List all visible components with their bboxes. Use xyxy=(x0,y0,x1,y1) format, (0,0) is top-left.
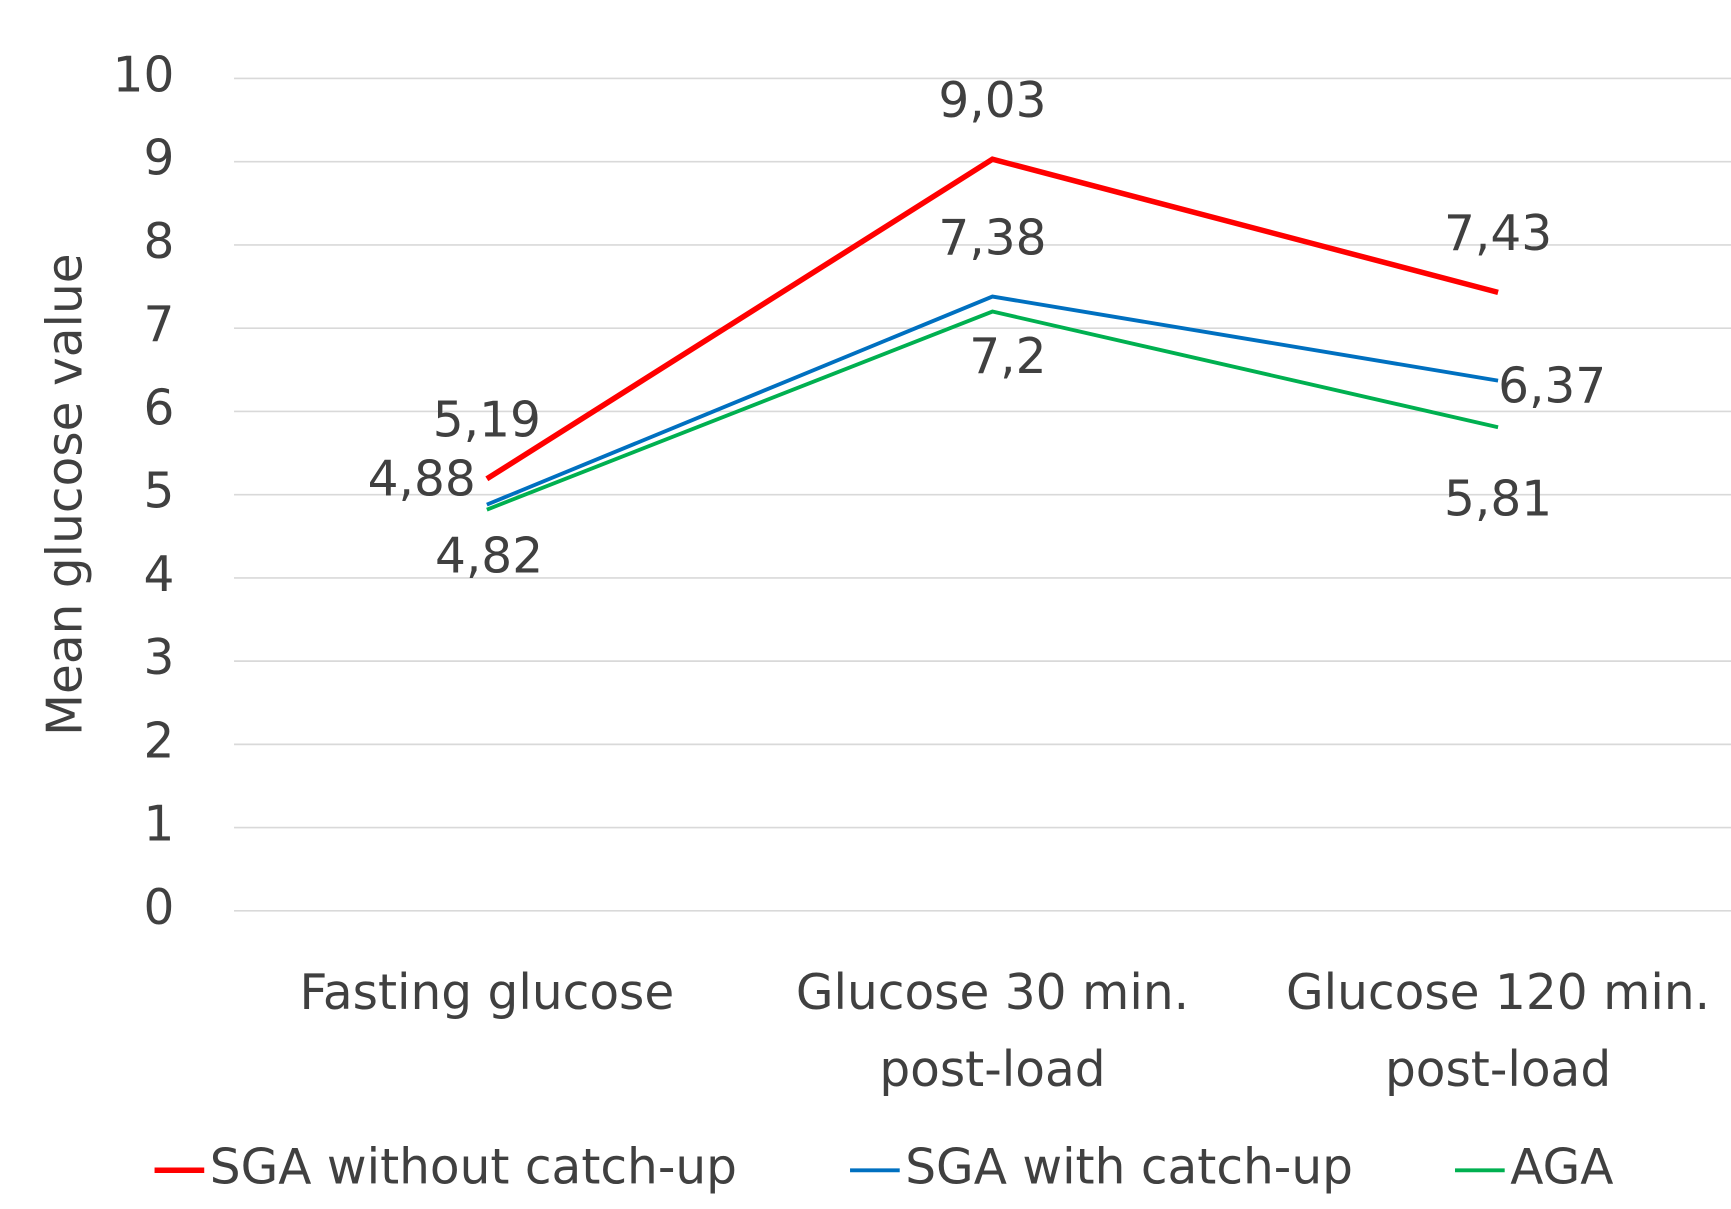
y-axis-title: Mean glucose value xyxy=(37,253,93,736)
data-label: 7,2 xyxy=(969,329,1046,385)
x-tick-label: Glucose 30 min. post-load xyxy=(796,965,1189,1098)
data-label: 7,38 xyxy=(938,210,1046,266)
legend-label: SGA without catch-up xyxy=(210,1139,737,1195)
data-label: 7,43 xyxy=(1444,206,1552,262)
y-tick-label: 7 xyxy=(144,297,175,353)
data-label: 4,88 xyxy=(368,452,476,508)
y-tick-label: 5 xyxy=(144,464,175,520)
y-tick-label: 2 xyxy=(144,713,175,769)
x-tick-label: Fasting glucose xyxy=(299,965,674,1021)
legend-label: SGA with catch-up xyxy=(905,1139,1353,1195)
y-tick-label: 4 xyxy=(144,547,175,603)
y-tick-label: 9 xyxy=(144,131,175,187)
data-label: 5,81 xyxy=(1444,471,1552,527)
data-label: 4,82 xyxy=(435,528,543,584)
y-tick-label: 6 xyxy=(144,380,175,436)
legend-label: AGA xyxy=(1510,1139,1613,1195)
data-label: 5,19 xyxy=(433,393,541,449)
series-line xyxy=(486,309,1499,512)
series-line xyxy=(485,156,1499,482)
series-line xyxy=(486,294,1499,507)
y-tick-label: 3 xyxy=(144,630,175,686)
y-tick-label: 8 xyxy=(144,214,175,270)
y-tick-label: 1 xyxy=(144,797,175,853)
y-tick-label: 10 xyxy=(113,47,175,103)
x-tick-label: Glucose 120 min. post-load xyxy=(1286,965,1710,1098)
data-label: 9,03 xyxy=(938,73,1046,129)
data-label: 6,37 xyxy=(1498,358,1606,414)
y-tick-label: 0 xyxy=(144,880,175,936)
